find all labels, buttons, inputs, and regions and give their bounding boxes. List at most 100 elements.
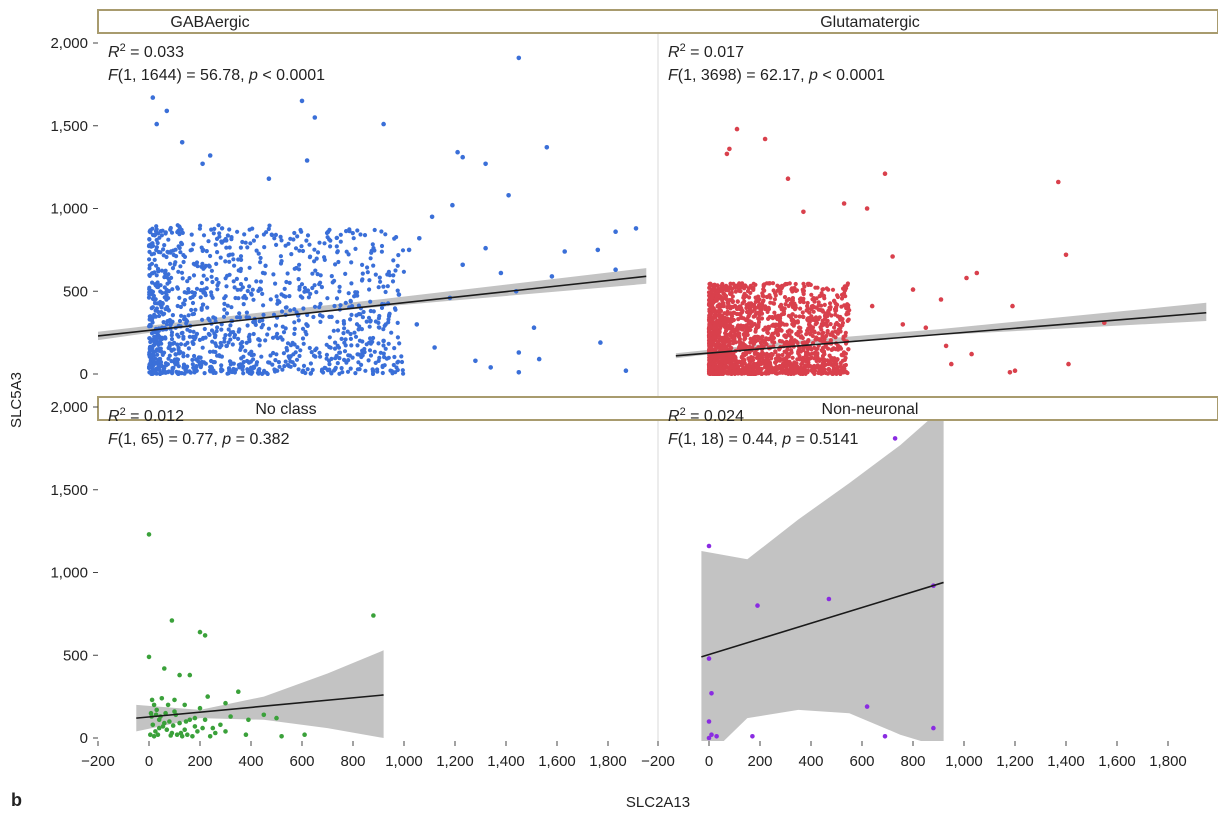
data-point bbox=[178, 250, 183, 255]
data-point bbox=[746, 319, 752, 324]
scatter-points bbox=[146, 55, 1107, 741]
data-point bbox=[789, 365, 795, 370]
data-point bbox=[201, 302, 206, 307]
f-stat-label: F(1, 18) = 0.44, p = 0.5141 bbox=[668, 431, 858, 448]
data-point bbox=[841, 334, 846, 339]
data-point bbox=[274, 242, 279, 247]
data-point bbox=[251, 319, 256, 325]
data-point bbox=[738, 341, 744, 346]
data-point bbox=[313, 268, 318, 273]
data-point bbox=[343, 300, 348, 305]
data-point bbox=[344, 229, 349, 234]
data-point bbox=[842, 288, 847, 293]
data-point bbox=[169, 337, 175, 342]
data-point bbox=[197, 362, 202, 367]
data-point bbox=[244, 315, 249, 320]
data-point bbox=[373, 360, 378, 365]
data-point bbox=[154, 121, 159, 127]
facet-label: No class bbox=[255, 401, 316, 418]
data-point bbox=[371, 613, 376, 618]
data-point bbox=[819, 363, 825, 368]
data-point bbox=[212, 360, 217, 365]
data-point bbox=[782, 333, 788, 338]
data-point bbox=[207, 734, 213, 739]
data-point bbox=[1056, 179, 1061, 185]
data-point bbox=[784, 355, 790, 360]
data-point bbox=[235, 229, 240, 234]
data-point bbox=[711, 284, 716, 290]
data-point bbox=[845, 305, 851, 310]
data-point bbox=[148, 732, 153, 737]
data-point bbox=[314, 290, 319, 295]
data-point bbox=[805, 347, 811, 352]
data-point bbox=[376, 320, 381, 325]
data-point bbox=[169, 230, 175, 235]
data-point bbox=[226, 327, 231, 332]
data-point bbox=[360, 271, 365, 276]
data-point bbox=[707, 298, 712, 303]
data-point bbox=[318, 301, 323, 306]
data-point bbox=[369, 250, 374, 255]
data-point bbox=[223, 729, 228, 734]
data-point bbox=[185, 732, 190, 737]
data-point bbox=[392, 306, 398, 311]
data-point bbox=[798, 306, 803, 311]
data-point bbox=[327, 367, 332, 372]
data-point bbox=[724, 359, 729, 364]
data-point bbox=[716, 341, 721, 346]
data-point bbox=[325, 296, 330, 301]
data-point bbox=[381, 327, 386, 332]
data-point bbox=[757, 359, 762, 364]
data-point bbox=[735, 299, 740, 304]
data-point bbox=[155, 284, 160, 289]
data-point bbox=[780, 352, 785, 358]
data-point bbox=[719, 283, 724, 289]
data-point bbox=[772, 310, 777, 315]
y-tick-label: 1,500 bbox=[50, 118, 88, 135]
data-point bbox=[816, 317, 821, 322]
data-point bbox=[797, 325, 802, 330]
data-point bbox=[724, 328, 729, 333]
data-point bbox=[179, 270, 185, 275]
data-point bbox=[900, 322, 906, 327]
data-point bbox=[793, 305, 799, 310]
data-point bbox=[761, 294, 766, 299]
data-point bbox=[720, 339, 725, 344]
data-point bbox=[257, 343, 262, 348]
data-point bbox=[777, 327, 783, 332]
data-point bbox=[292, 307, 297, 312]
data-point bbox=[249, 365, 254, 370]
data-point bbox=[730, 338, 736, 343]
data-point bbox=[191, 242, 196, 247]
data-point bbox=[760, 338, 765, 343]
data-point bbox=[199, 280, 204, 286]
data-point bbox=[713, 355, 718, 360]
data-point bbox=[329, 356, 334, 361]
data-point bbox=[156, 347, 161, 352]
data-point bbox=[724, 297, 729, 302]
data-point bbox=[299, 244, 304, 249]
data-point bbox=[170, 723, 176, 728]
ci-band-non-neuronal bbox=[701, 407, 944, 741]
data-point bbox=[299, 229, 304, 234]
data-point bbox=[812, 345, 817, 350]
data-point bbox=[292, 331, 297, 336]
data-point bbox=[147, 324, 152, 329]
data-point bbox=[720, 313, 725, 319]
data-point bbox=[755, 603, 760, 608]
data-point bbox=[267, 223, 272, 228]
data-point bbox=[825, 323, 830, 329]
data-point bbox=[838, 314, 843, 320]
data-point bbox=[341, 331, 346, 336]
r-squared-label: R2 = 0.024 bbox=[668, 406, 744, 425]
data-point bbox=[327, 362, 332, 367]
data-point bbox=[274, 368, 279, 373]
data-point bbox=[169, 333, 174, 338]
data-point bbox=[190, 300, 196, 306]
data-point bbox=[273, 232, 278, 237]
x-tick-label: 800 bbox=[900, 753, 925, 770]
data-point bbox=[188, 248, 193, 253]
data-point bbox=[401, 269, 406, 274]
data-point bbox=[707, 335, 712, 340]
data-point bbox=[163, 335, 168, 340]
